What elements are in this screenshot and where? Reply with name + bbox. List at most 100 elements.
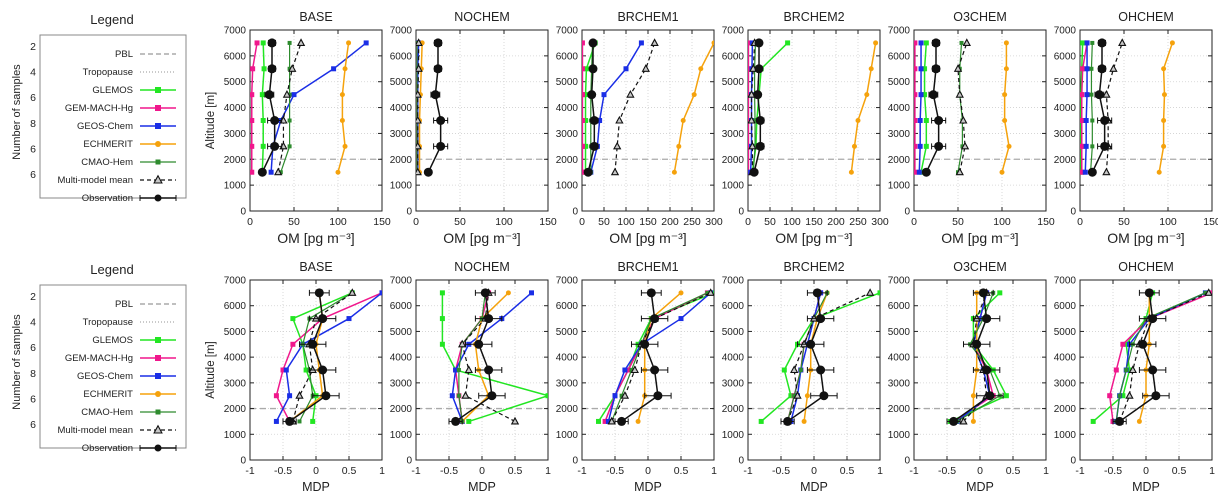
y-tick-label: 7000 [556,276,579,287]
legend-box [39,34,187,199]
data-point-multi-model-mean [955,167,964,176]
x-tick-label: 1 [1043,465,1049,477]
x-tick-label: -0.5 [772,465,790,477]
series-line-multi-model-mean [614,42,656,173]
data-point-echmerit [864,92,870,98]
data-point-echmerit [671,169,677,175]
data-point-gem-mach-hg [1080,169,1085,175]
data-point-cmao-hem [1090,144,1095,149]
panel-ohchem-mdp: OHCHEM -1 -0.5 0 0.5 1 0 1000 2000 3000 4000 5000 60… [1054,260,1215,494]
data-point-geos-chem [449,393,455,399]
data-point-geos-chem [918,92,924,98]
legend-box [39,284,187,449]
data-point-echmerit [868,66,874,72]
data-point-cmao-hem [629,368,634,372]
series-line-glemos [584,42,596,173]
series-observation [614,288,672,426]
data-point-gem-mach-hg [582,92,585,98]
y-tick-label: 7000 [888,276,911,287]
y-tick-label: 3000 [888,378,911,389]
y-tick-label: 7000 [722,26,745,37]
data-point-echmerit [1161,66,1167,72]
plot-area [1080,38,1175,177]
legend-label-multi-model-mean: Multi-model mean [58,425,134,436]
series-echmerit [999,40,1012,175]
series-observation [282,288,340,426]
data-point-cmao-hem [287,144,292,149]
x-tick-label: 50 [1118,216,1130,228]
data-point-geos-chem [623,66,629,72]
data-point-observation [487,391,497,401]
data-point-glemos [758,418,764,424]
x-tick-label: 0 [977,465,983,477]
series-echmerit [1156,40,1175,175]
panel-nochem-mdp: NOCHEM -1 -0.5 0 0.5 1 0 1000 2000 3000 4000 5000 60… [390,260,551,494]
x-axis-label: OM [pg m⁻³] [443,230,520,246]
y-tick-label: 1000 [722,181,745,192]
x-tick-label: 100 [495,216,513,228]
y-tick-label: 2000 [1054,155,1077,166]
data-point-observation [617,416,627,426]
series-line-cmao-hem [458,292,486,422]
series-line-glemos [920,42,928,173]
data-point-observation [812,288,822,298]
series-line-cmao-hem [1115,292,1206,422]
series-line-echmerit [637,292,682,422]
y-tick-label: 7000 [224,26,247,37]
panel-base-mdp: BASE -1 -0.5 0 0.5 1 0 1000 2000 3000 4000 5000 6000… [205,260,385,494]
y-tick-label: 6000 [722,301,745,312]
data-point-geos-chem [1082,169,1088,175]
data-point-observation [931,64,941,74]
legend-label-glemos: GLEMOS [92,335,133,346]
data-point-glemos [439,341,445,347]
y-tick-label: 5000 [888,77,911,88]
legend-label-pbl: PBL [115,299,133,310]
y-tick-label: 1000 [556,430,579,441]
data-point-multi-model-mean [793,391,802,399]
y-tick-label: 1000 [224,181,247,192]
data-point-geos-chem [612,393,618,399]
series-observation [780,288,838,426]
series-line-glemos [261,42,265,173]
y-tick-label: 6000 [556,51,579,62]
series-multi-model-mean [610,38,659,176]
x-tick-label: 200 [827,216,845,228]
series-gem-mach-hg [582,40,585,175]
y-tick-label: 6000 [390,301,413,312]
data-point-observation [949,416,959,426]
data-point-multi-model-mean [1125,391,1134,399]
x-tick-label: 0.5 [1006,465,1021,477]
series-observation [1087,38,1113,177]
data-point-observation [1138,339,1148,349]
data-point-glemos [923,143,929,149]
data-point-multi-model-mean [295,391,304,399]
legend-marker-gem-mach-hg [155,105,161,111]
x-tick-label: 0 [247,216,253,228]
data-point-observation [433,38,443,48]
y-tick-label: 1000 [888,430,911,441]
series-line-cmao-hem [298,292,353,422]
data-point-gem-mach-hg [273,393,279,399]
y-axis-label: Altitude [m] [205,92,217,150]
data-point-glemos [439,290,445,296]
sample-count: 8 [30,118,36,130]
x-axis-label: OM [pg m⁻³] [1107,230,1184,246]
y-tick-label: 6000 [888,51,911,62]
series-geos-chem [916,40,924,175]
data-point-observation [484,314,494,324]
series-observation [946,288,1004,426]
x-tick-label: 1 [1209,465,1215,477]
series-cmao-hem [278,40,292,175]
x-tick-label: 0 [645,465,651,477]
data-point-multi-model-mean [1102,167,1111,176]
data-point-observation [589,116,599,125]
x-axis-label: OM [pg m⁻³] [609,230,686,246]
series-multi-model-mean [458,288,520,425]
legend-marker-observation [154,194,162,202]
series-line-geos-chem [1084,42,1088,173]
y-tick-label: 0 [406,207,412,218]
data-point-observation [308,339,318,349]
data-point-glemos [260,118,266,123]
y-tick-label: 5000 [224,77,247,88]
